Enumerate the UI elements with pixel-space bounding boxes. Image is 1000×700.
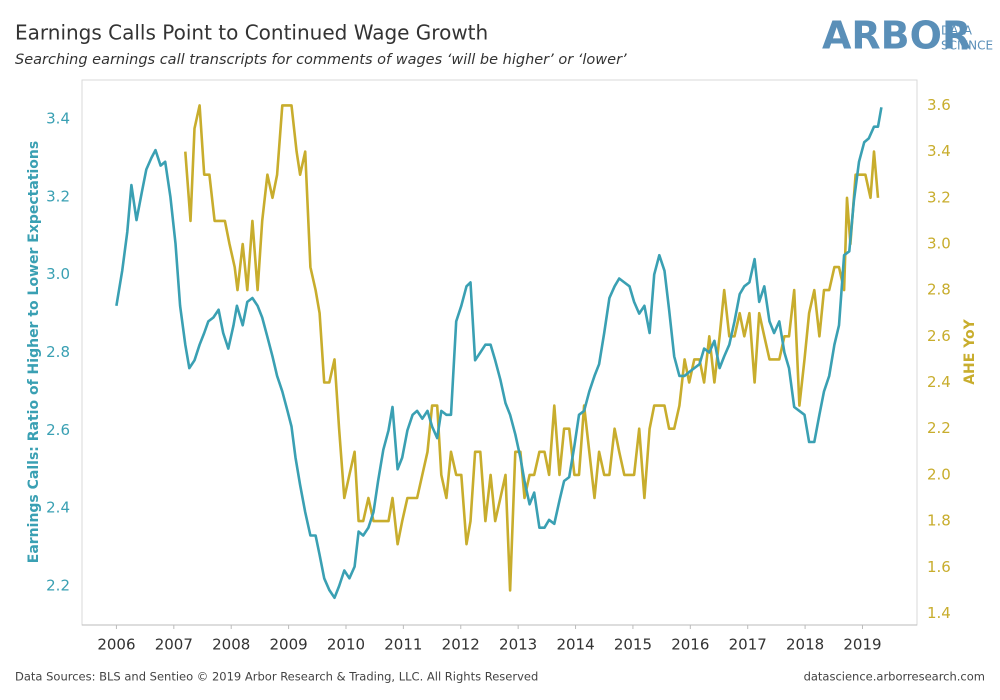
y2-tick-label: 2.2 <box>927 419 951 437</box>
x-tick-label: 2016 <box>671 636 709 654</box>
x-tick-label: 2007 <box>155 636 193 654</box>
y2-tick-label: 1.4 <box>927 604 951 622</box>
logo-sub: SCIENCE <box>941 39 993 53</box>
y2-tick-label: 3.6 <box>927 96 951 114</box>
y2-tick-label: 1.6 <box>927 558 951 576</box>
x-tick-label: 2014 <box>556 636 594 654</box>
x-tick-label: 2019 <box>843 636 881 654</box>
logo: ARBOR <box>822 14 971 58</box>
y2-axis-label: AHE YoY <box>962 318 978 384</box>
y2-tick-label: 3.2 <box>927 188 951 206</box>
y-tick-label: 2.2 <box>46 577 70 595</box>
x-tick-label: 2018 <box>786 636 824 654</box>
chart-title: Earnings Calls Point to Continued Wage G… <box>15 21 488 45</box>
y-tick-label: 3.0 <box>46 265 70 283</box>
series-line <box>115 107 883 600</box>
y-tick-label: 3.2 <box>46 187 70 205</box>
x-tick-label: 2011 <box>384 636 422 654</box>
plot-frame <box>81 79 918 626</box>
x-tick-label: 2008 <box>212 636 250 654</box>
y2-tick-label: 2.6 <box>927 327 951 345</box>
footer-url: datascience.arborresearch.com <box>804 670 985 684</box>
y-tick-label: 2.6 <box>46 421 70 439</box>
footer-source: Data Sources: BLS and Sentieo © 2019 Arb… <box>15 670 538 684</box>
y2-tick-label: 2.8 <box>927 281 951 299</box>
y-tick-label: 3.4 <box>46 109 70 127</box>
x-tick-label: 2012 <box>442 636 480 654</box>
x-tick-label: 2013 <box>499 636 537 654</box>
y2-tick-label: 2.4 <box>927 373 951 391</box>
y-tick-label: 2.8 <box>46 343 70 361</box>
y2-tick-label: 1.8 <box>927 512 951 530</box>
y2-tick-label: 2.0 <box>927 465 951 483</box>
x-tick-label: 2006 <box>97 636 135 654</box>
y-axis-label: Earnings Calls: Ratio of Higher to Lower… <box>26 141 42 563</box>
chart-subtitle: Searching earnings call transcripts for … <box>15 52 627 68</box>
y-tick-label: 2.4 <box>46 499 70 517</box>
x-tick-label: 2009 <box>270 636 308 654</box>
logo-sub: DATA <box>941 24 973 38</box>
x-tick-label: 2015 <box>614 636 652 654</box>
y2-tick-label: 3.4 <box>927 142 951 160</box>
x-tick-label: 2017 <box>729 636 767 654</box>
x-tick-label: 2010 <box>327 636 365 654</box>
y2-tick-label: 3.0 <box>927 234 951 252</box>
series-line <box>184 104 880 592</box>
